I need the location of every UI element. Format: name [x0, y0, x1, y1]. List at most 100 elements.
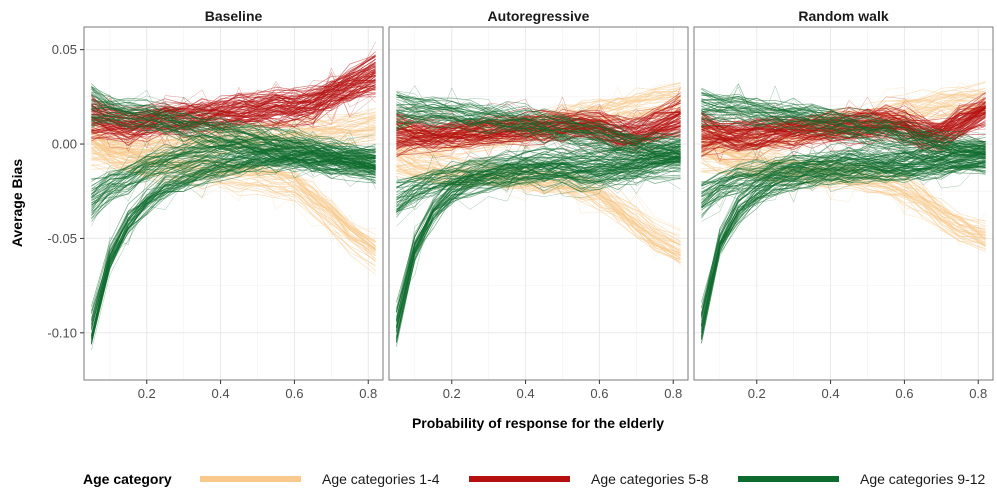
- panel-title: Autoregressive: [488, 8, 590, 24]
- series-line: [396, 160, 681, 343]
- series-stray-line: [396, 90, 681, 162]
- series-line: [701, 147, 986, 198]
- series-line: [396, 114, 681, 154]
- series-line: [701, 101, 986, 152]
- series-line: [91, 91, 376, 148]
- series-stray-line: [91, 72, 376, 153]
- panel-background: [694, 27, 993, 380]
- series-line: [396, 111, 681, 137]
- series-line: [701, 145, 986, 198]
- series-line: [396, 161, 681, 212]
- series-line: [91, 112, 376, 163]
- series-stray-line: [91, 75, 376, 146]
- x-tick-label: 0.8: [664, 386, 682, 401]
- series-line: [91, 84, 376, 133]
- series-stray-line: [396, 87, 681, 176]
- y-tick-label: -0.05: [47, 231, 77, 246]
- x-tick-label: 0.6: [895, 386, 913, 401]
- series-line: [701, 103, 986, 148]
- panel-border: [83, 26, 384, 381]
- x-tick-label: 0.4: [517, 386, 535, 401]
- legend-label: Age categories 9-12: [860, 471, 986, 487]
- series-line: [701, 159, 986, 343]
- series-line: [91, 115, 376, 181]
- series-line: [701, 110, 986, 159]
- x-axis-title: Probability of response for the elderly: [412, 415, 664, 431]
- series-stray-line: [91, 94, 376, 184]
- series-9-12-2: [396, 85, 681, 176]
- panel-title: Random walk: [798, 8, 888, 24]
- series-line: [91, 89, 376, 159]
- series-line: [396, 115, 681, 162]
- series-line: [91, 112, 376, 173]
- series-9-12-2: [701, 83, 986, 175]
- series-stray-line: [701, 129, 986, 211]
- series-9-12-1: [701, 129, 986, 222]
- series-line: [396, 115, 681, 154]
- x-tick-label: 0.4: [822, 386, 840, 401]
- series-line: [701, 161, 986, 206]
- series-line: [701, 100, 986, 150]
- series-line: [91, 150, 376, 257]
- x-tick-label: 0.2: [748, 386, 766, 401]
- series-line: [91, 155, 376, 219]
- series-stray-line: [701, 85, 986, 161]
- series-line: [91, 157, 376, 338]
- series-stray-line: [396, 144, 681, 323]
- series-line: [91, 111, 376, 141]
- series-line: [701, 92, 986, 148]
- panel-2: Random walk 0.2 0.4 0.6 0.8: [693, 8, 994, 401]
- series-stray-line: [396, 141, 681, 252]
- series-line: [396, 107, 681, 153]
- legend-title: Age category: [83, 471, 172, 487]
- series-line: [396, 163, 681, 333]
- series-9-12-2: [91, 83, 376, 189]
- x-tick-label: 0.8: [969, 386, 987, 401]
- series-line: [91, 119, 376, 184]
- series-line: [396, 107, 681, 151]
- series-stray-line: [701, 132, 986, 222]
- series-lines: [396, 82, 681, 347]
- panel-border: [388, 26, 689, 381]
- series-line: [91, 84, 376, 136]
- series-line: [396, 165, 681, 254]
- series-line: [701, 110, 986, 156]
- series-line: [701, 87, 986, 147]
- series-line: [701, 152, 986, 208]
- x-tick-label: 0.6: [285, 386, 303, 401]
- series-stray-line: [396, 83, 681, 162]
- series-line: [701, 113, 986, 169]
- series-line: [701, 165, 986, 219]
- series-line: [91, 152, 376, 216]
- series-line: [91, 121, 376, 179]
- series-line: [701, 149, 986, 203]
- series-stray-line: [701, 152, 986, 324]
- legend-entries: Age categories 1-4 Age categories 5-8 Age …: [200, 471, 986, 487]
- series-line: [701, 141, 986, 197]
- series-line: [701, 149, 986, 200]
- series-line: [396, 157, 681, 319]
- series-line: [396, 112, 681, 162]
- series-line: [396, 119, 681, 167]
- series-line: [701, 101, 986, 156]
- series-stray-line: [701, 96, 986, 158]
- series-lines: [701, 81, 986, 344]
- series-line: [91, 150, 376, 314]
- legend-label: Age categories 5-8: [591, 471, 709, 487]
- series-stray-line: [396, 111, 681, 160]
- series-line: [701, 154, 986, 208]
- legend: Age category Age categories 1-4 Age categ…: [83, 471, 986, 487]
- panel-0: Baseline 0.2 0.4 0.6 0.8 -0.10 -0.05 0.00 0.05: [47, 8, 384, 401]
- series-line: [91, 106, 376, 170]
- series-line: [396, 103, 681, 152]
- series-line: [91, 86, 376, 152]
- series-line: [396, 149, 681, 193]
- series-line: [91, 164, 376, 339]
- series-line: [91, 95, 376, 152]
- series-line: [396, 113, 681, 159]
- x-tick-label: 0.4: [212, 386, 230, 401]
- series-stray-line: [91, 97, 376, 189]
- series-line: [91, 94, 376, 152]
- series-line: [701, 99, 986, 155]
